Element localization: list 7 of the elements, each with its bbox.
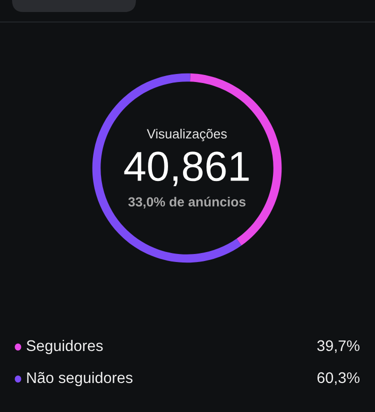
- text: 33,0% de anúncios: [128, 196, 246, 208]
- legend-label: Não seguidores: [27, 372, 132, 386]
- text: Visualizações: [146, 128, 227, 142]
- text: 40,861: [124, 152, 249, 186]
- legend-label: Seguidores: [26, 340, 103, 354]
- data-label: 60,3%: [317, 372, 360, 385]
- data-label: 39,7%: [317, 340, 360, 353]
